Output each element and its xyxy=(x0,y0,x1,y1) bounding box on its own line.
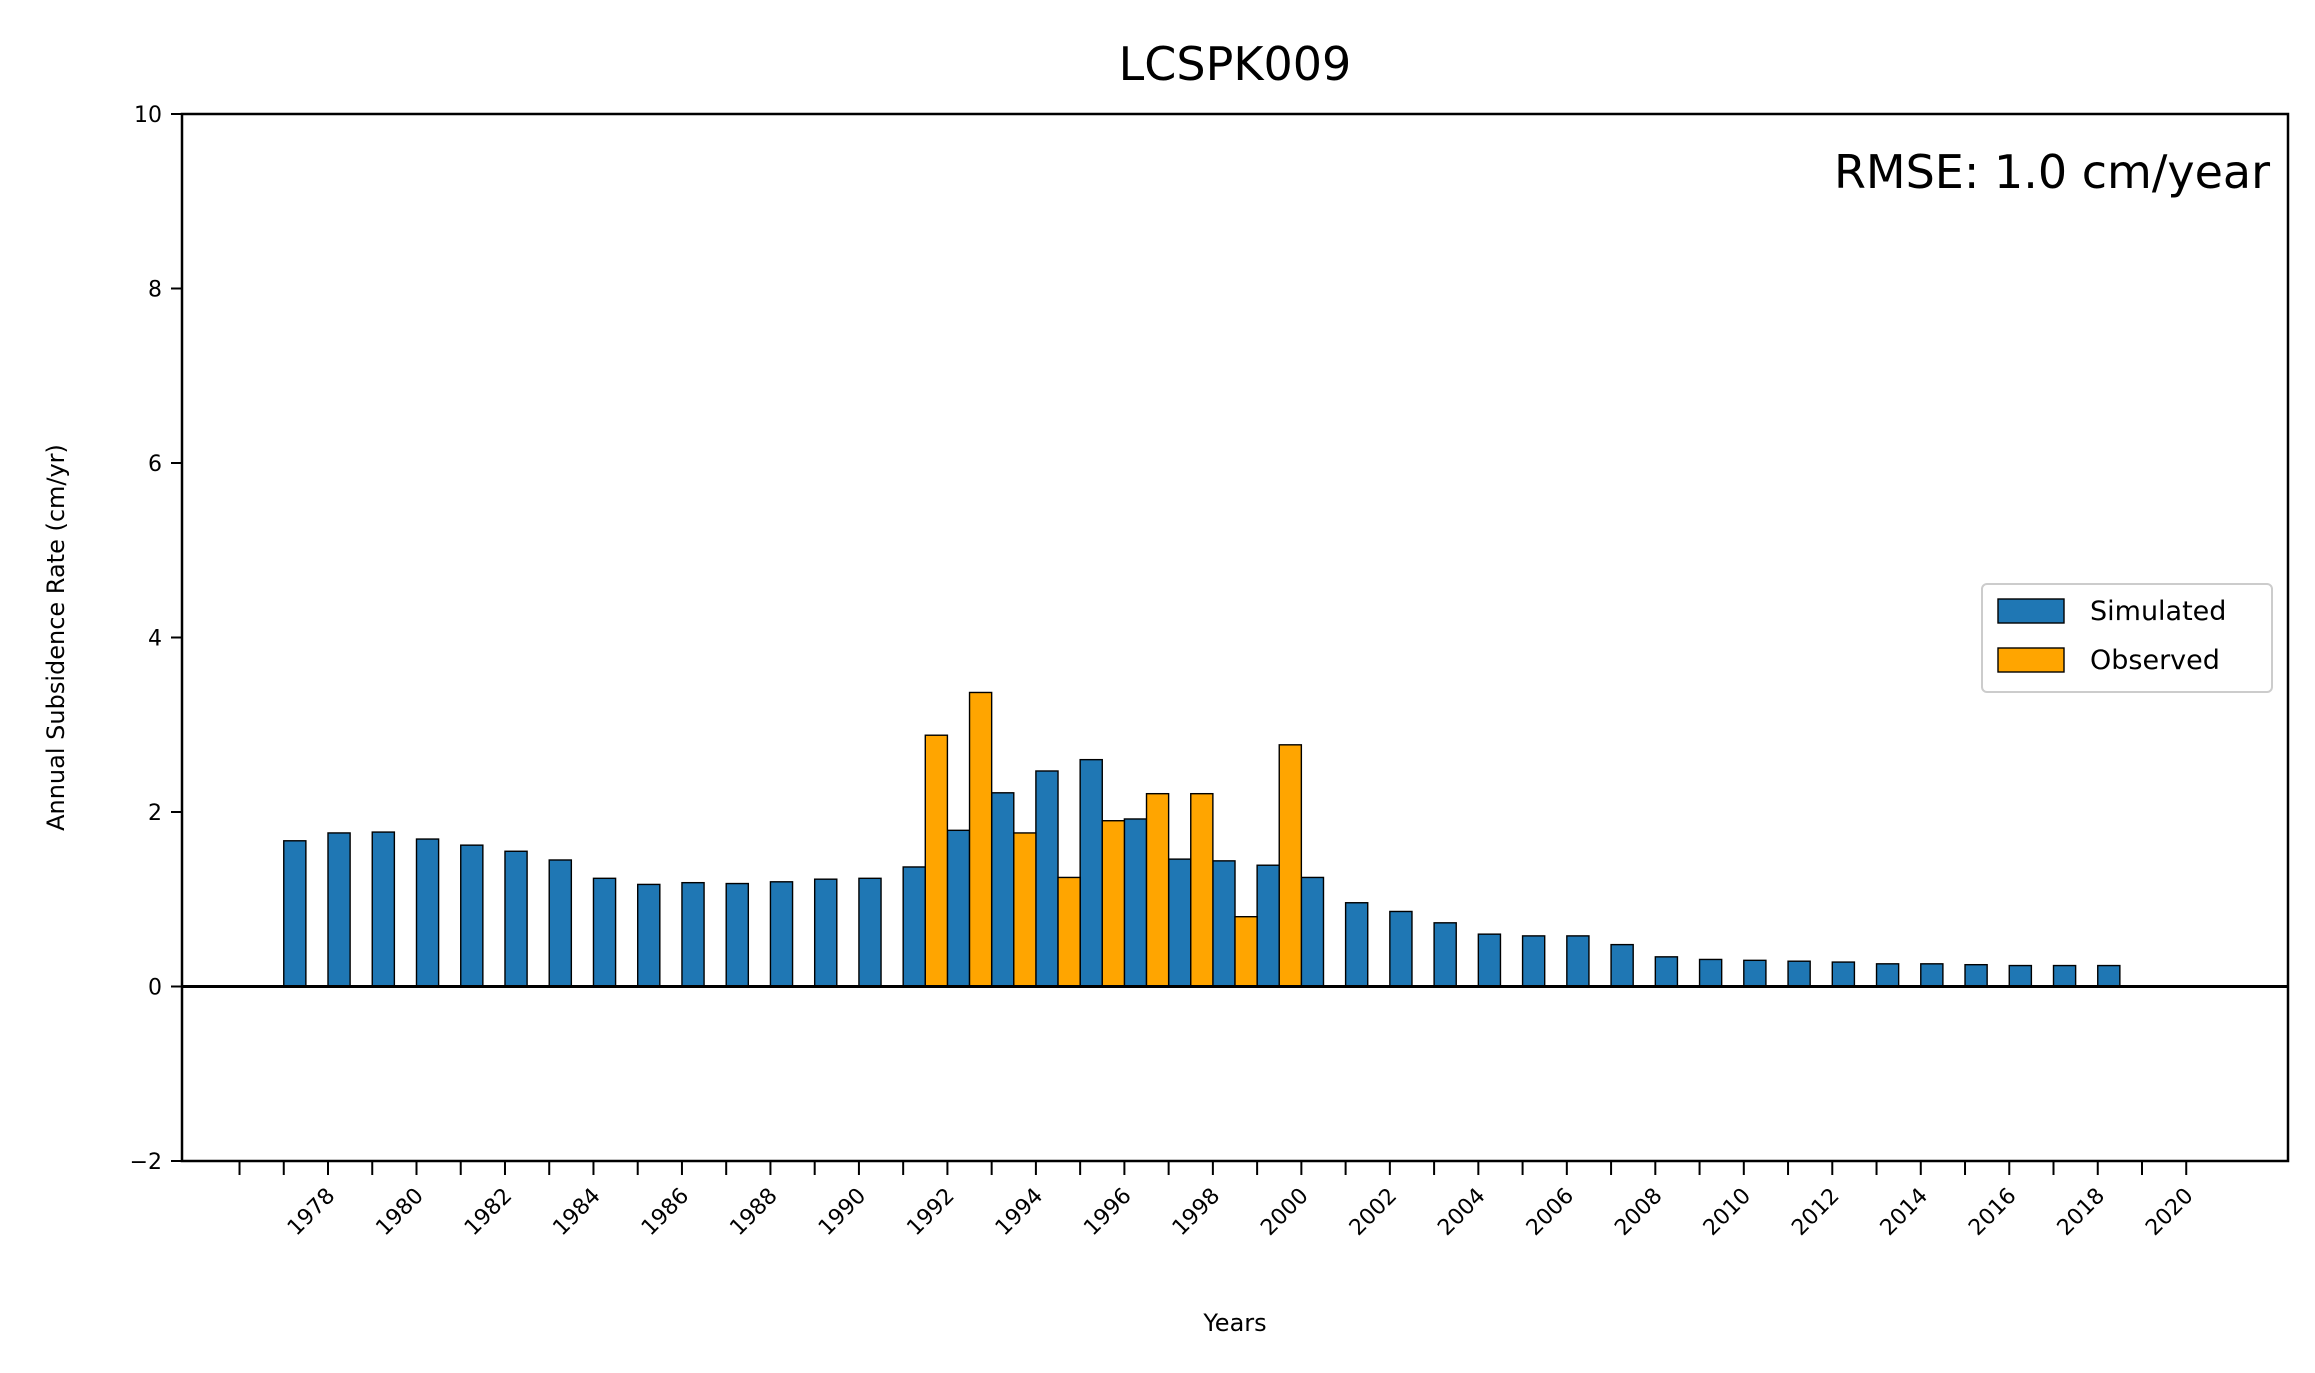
simulated-bar-1985 xyxy=(637,883,661,988)
x-tick-label-1992: 1992 xyxy=(902,1184,959,1241)
observed-bar-1992 xyxy=(924,734,949,988)
x-tick-label-2008: 2008 xyxy=(1610,1184,1667,1241)
x-tick-label-1994: 1994 xyxy=(991,1184,1048,1241)
simulated-bar-1999 xyxy=(1256,864,1280,988)
x-tick-label-2004: 2004 xyxy=(1433,1184,1490,1241)
simulated-bar-1991 xyxy=(902,866,926,988)
simulated-bar-1983 xyxy=(548,859,573,988)
simulated-bar-2017 xyxy=(2052,964,2077,988)
simulated-bar-1988 xyxy=(769,881,794,988)
x-tick-label-2016: 2016 xyxy=(1964,1184,2021,1241)
y-tick-label-6: 6 xyxy=(148,452,162,477)
simulated-bar-1984 xyxy=(592,877,617,988)
x-tick-label-1998: 1998 xyxy=(1168,1184,1225,1241)
x-tick-label-1988: 1988 xyxy=(725,1184,782,1241)
simulated-bar-2003 xyxy=(1433,922,1457,988)
simulated-bar-1977 xyxy=(283,840,307,988)
simulated-bar-2010 xyxy=(1743,959,1767,988)
x-tick-label-1986: 1986 xyxy=(637,1184,694,1241)
simulated-bar-2013 xyxy=(1875,963,1900,988)
observed-bar-1998 xyxy=(1190,792,1214,988)
y-tick-label--2: −2 xyxy=(130,1150,162,1175)
simulated-bar-2012 xyxy=(1831,961,1856,988)
x-tick-label-2000: 2000 xyxy=(1256,1184,1313,1241)
plot-area xyxy=(182,114,2288,1161)
legend-swatch-simulated xyxy=(1997,598,2065,624)
observed-bar-1999 xyxy=(1234,916,1258,988)
x-tick-label-1982: 1982 xyxy=(460,1184,517,1241)
simulated-bar-2011 xyxy=(1787,960,1811,988)
simulated-bar-1981 xyxy=(460,844,484,988)
simulated-bar-2015 xyxy=(1964,963,1988,988)
y-tick-label-0: 0 xyxy=(148,976,162,1001)
x-axis-label: Years xyxy=(1202,1309,1266,1337)
simulated-bar-1993 xyxy=(990,792,1015,988)
x-tick-label-1990: 1990 xyxy=(814,1184,871,1241)
simulated-bar-2009 xyxy=(1698,958,1723,988)
simulated-bar-1978 xyxy=(327,832,351,988)
x-tick-label-2006: 2006 xyxy=(1522,1184,1579,1241)
x-tick-label-2012: 2012 xyxy=(1787,1184,1844,1241)
observed-bar-1994 xyxy=(1013,832,1037,988)
observed-bar-2000 xyxy=(1278,744,1303,988)
simulated-bar-1995 xyxy=(1079,758,1103,988)
legend-label-observed: Observed xyxy=(2090,645,2220,676)
simulated-bar-2007 xyxy=(1610,943,1634,988)
x-tick-label-2020: 2020 xyxy=(2141,1184,2198,1241)
simulated-bar-1987 xyxy=(725,882,750,988)
legend: Simulated Observed xyxy=(1981,583,2273,693)
y-tick-label-8: 8 xyxy=(148,278,162,303)
x-tick-label-2002: 2002 xyxy=(1345,1184,1402,1241)
y-tick-label-4: 4 xyxy=(148,627,162,652)
simulated-bar-1980 xyxy=(415,838,440,988)
x-tick-label-1996: 1996 xyxy=(1079,1184,1136,1241)
x-tick-label-1978: 1978 xyxy=(283,1184,340,1241)
observed-bar-1995 xyxy=(1057,876,1081,988)
simulated-bar-1998 xyxy=(1212,860,1236,988)
observed-bar-1993 xyxy=(968,691,993,988)
x-tick-label-2010: 2010 xyxy=(1699,1184,1756,1241)
legend-swatch-observed xyxy=(1997,647,2065,673)
rmse-annotation: RMSE: 1.0 cm/year xyxy=(1834,145,2270,199)
simulated-bar-2001 xyxy=(1344,902,1369,988)
simulated-bar-2005 xyxy=(1521,935,1546,988)
x-tick-label-2014: 2014 xyxy=(1876,1184,1933,1241)
x-tick-label-2018: 2018 xyxy=(2053,1184,2110,1241)
simulated-bar-2018 xyxy=(2097,964,2121,988)
simulated-bar-1990 xyxy=(858,877,882,988)
simulated-bar-1994 xyxy=(1035,770,1059,988)
y-tick-label-2: 2 xyxy=(148,801,162,826)
simulated-bar-1979 xyxy=(371,831,396,988)
x-tick-label-1984: 1984 xyxy=(548,1184,605,1241)
chart-title: LCSPK009 xyxy=(1119,37,1352,91)
plot-background xyxy=(182,114,2288,1161)
y-axis-label: Annual Subsidence Rate (cm/yr) xyxy=(42,444,70,831)
simulated-bar-2004 xyxy=(1477,933,1502,988)
simulated-bar-1997 xyxy=(1167,858,1192,988)
simulated-bar-2002 xyxy=(1389,910,1413,988)
simulated-bar-2008 xyxy=(1654,956,1679,988)
simulated-bar-1996 xyxy=(1123,818,1148,988)
simulated-bar-1992 xyxy=(946,829,971,988)
simulated-bar-2000 xyxy=(1300,876,1325,988)
observed-bar-1997 xyxy=(1145,792,1170,988)
simulated-bar-2014 xyxy=(1920,963,1944,988)
simulated-bar-2016 xyxy=(2008,964,2033,988)
simulated-bar-2006 xyxy=(1566,935,1590,988)
simulated-bar-1982 xyxy=(504,850,528,988)
observed-bar-1996 xyxy=(1101,820,1126,988)
legend-label-simulated: Simulated xyxy=(2090,596,2226,627)
simulated-bar-1986 xyxy=(681,881,705,988)
x-tick-label-1980: 1980 xyxy=(371,1184,428,1241)
y-tick-label-10: 10 xyxy=(134,103,162,128)
simulated-bar-1989 xyxy=(813,878,838,988)
